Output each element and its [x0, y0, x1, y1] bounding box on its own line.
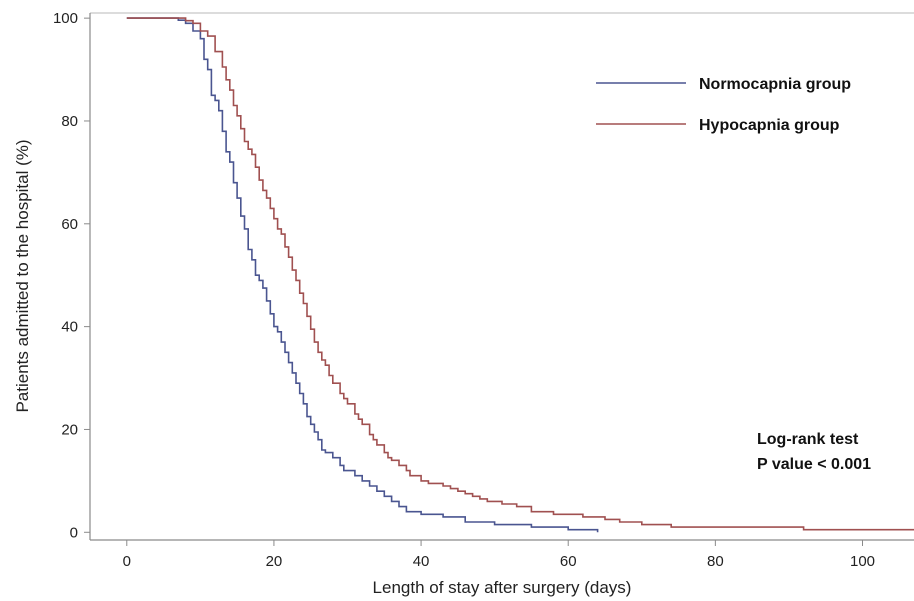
y-axis-title: Patients admitted to the hospital (%): [13, 139, 32, 412]
axis-ticks: 0 20 40 60 80 100 0 20 40 60 80 100: [53, 10, 875, 570]
x-tick-label: 100: [850, 553, 875, 570]
y-tick-label: 100: [53, 10, 78, 27]
x-axis-title: Length of stay after surgery (days): [373, 578, 632, 597]
x-tick-label: 20: [266, 553, 283, 570]
legend-label-hypocapnia: Hypocapnia group: [699, 117, 840, 134]
x-tick-label: 0: [123, 553, 131, 570]
series-layer: [126, 17, 914, 533]
y-tick-label: 0: [70, 524, 78, 541]
y-tick-label: 40: [61, 319, 78, 336]
x-tick-label: 80: [707, 553, 724, 570]
annotation-test-name: Log-rank test: [757, 431, 859, 448]
legend: Normocapnia group Hypocapnia group: [596, 76, 851, 134]
x-tick-label: 60: [560, 553, 577, 570]
y-tick-label: 20: [61, 421, 78, 438]
y-tick-label: 80: [61, 113, 78, 130]
annotation-p-value: P value < 0.001: [757, 456, 871, 473]
legend-label-normocapnia: Normocapnia group: [699, 76, 851, 93]
series-line-hypocapnia: [126, 17, 914, 531]
y-tick-label: 60: [61, 216, 78, 233]
series-line-normocapnia: [126, 17, 599, 533]
x-tick-label: 40: [413, 553, 430, 570]
